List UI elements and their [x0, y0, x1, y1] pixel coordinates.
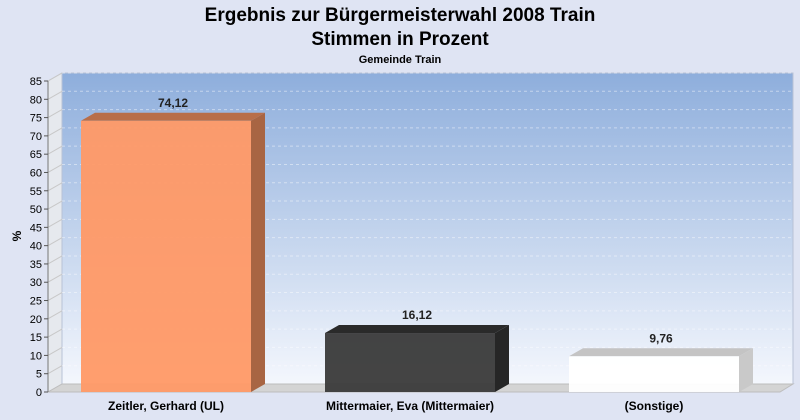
- y-tick-label: 40: [30, 241, 42, 253]
- chart-subtitle: Stimmen in Prozent: [311, 29, 489, 50]
- bar-front: [81, 120, 251, 393]
- plot-left-wall: [47, 72, 63, 393]
- y-tick-label: 30: [30, 277, 42, 289]
- grid-line-wall: [47, 109, 63, 119]
- bar-side: [251, 112, 265, 393]
- data-label: 16,12: [402, 308, 432, 322]
- bar-side: [739, 348, 753, 392]
- x-tick-label: (Sonstige): [625, 399, 684, 413]
- bar-3: 9,76: [569, 331, 753, 392]
- y-tick-label: 0: [36, 387, 42, 399]
- y-tick-label: 55: [30, 186, 42, 198]
- y-tick-label: 75: [30, 113, 42, 125]
- grid-line-wall: [47, 145, 63, 155]
- grid-line-wall: [47, 200, 63, 210]
- grid-line-wall: [47, 237, 63, 247]
- bar-top: [81, 112, 265, 121]
- y-axis: 0 5 10 15 20 25 30 35 40 45 50 55 60 65 70 75 80 85: [30, 76, 49, 399]
- y-tick-label: 85: [30, 76, 42, 88]
- bars: 74,12 16,12 9,76: [81, 96, 753, 393]
- y-tick-label: 35: [30, 259, 42, 271]
- y-tick-label: 20: [30, 314, 42, 326]
- bar-1: 74,12: [81, 96, 265, 393]
- grid-line-wall: [47, 328, 63, 338]
- grid-line-wall: [47, 310, 63, 320]
- y-tick-label: 15: [30, 332, 42, 344]
- y-tick-label: 25: [30, 296, 42, 308]
- y-tick-label: 5: [36, 369, 42, 381]
- bar-top: [325, 325, 509, 334]
- bar-2: 16,12: [325, 308, 509, 392]
- y-tick-label: 65: [30, 149, 42, 161]
- y-tick-label: 80: [30, 94, 42, 106]
- grid-line-wall: [47, 164, 63, 173]
- bar-front: [569, 356, 739, 392]
- grid-line-wall: [47, 365, 63, 375]
- grid-line-wall: [47, 218, 63, 228]
- y-tick-label: 60: [30, 167, 42, 179]
- y-tick-label: 45: [30, 222, 42, 234]
- chart-title: Ergebnis zur Bürgermeisterwahl 2008 Trai…: [204, 5, 596, 26]
- grid-line-wall: [47, 255, 63, 265]
- bar-front: [325, 333, 495, 392]
- grid-line-wall: [47, 127, 63, 137]
- grid-line-wall: [47, 72, 63, 82]
- y-tick-label: 50: [30, 204, 42, 216]
- x-axis: Zeitler, Gerhard (UL) Mittermaier, Eva (M…: [108, 399, 683, 413]
- y-tick-label: 70: [30, 131, 42, 143]
- bar-side: [495, 325, 509, 392]
- grid-line-wall: [47, 273, 63, 283]
- grid-line-wall: [47, 182, 63, 192]
- grid-line-wall: [47, 90, 63, 100]
- grid-line-wall: [47, 346, 63, 356]
- chart-caption: Gemeinde Train: [358, 54, 442, 66]
- x-tick-label: Mittermaier, Eva (Mittermaier): [326, 399, 494, 413]
- y-axis-label: %: [10, 230, 24, 241]
- y-tick-label: 10: [30, 350, 42, 362]
- data-label: 74,12: [158, 96, 188, 110]
- x-tick-label: Zeitler, Gerhard (UL): [108, 399, 224, 413]
- bar-top: [569, 348, 753, 357]
- data-label: 9,76: [649, 331, 673, 345]
- grid-line-wall: [47, 292, 63, 301]
